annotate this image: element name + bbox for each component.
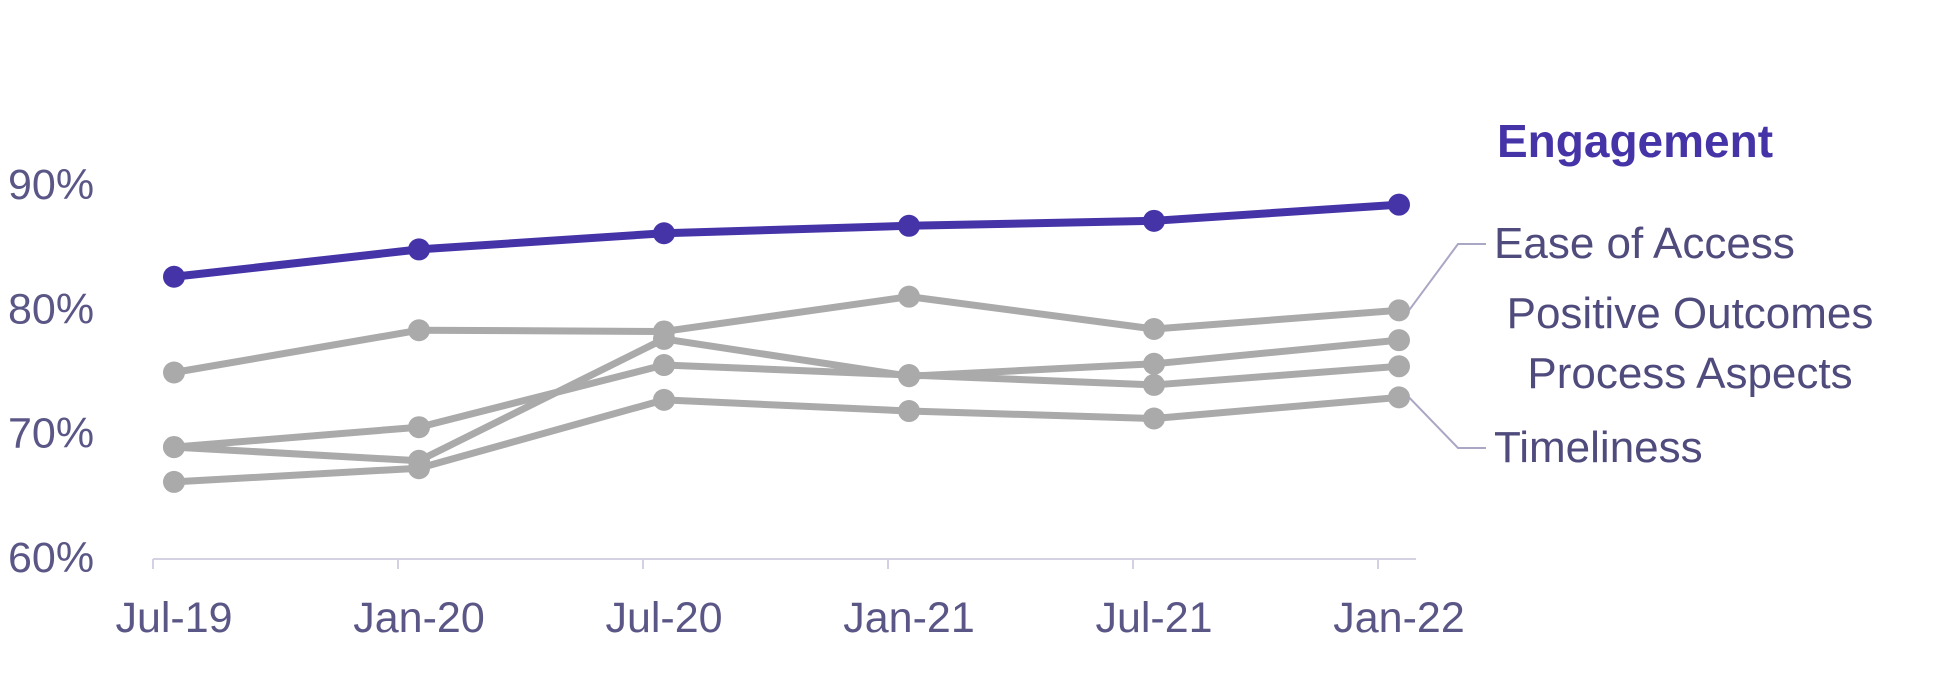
data-point bbox=[653, 388, 675, 411]
series-positive-outcomes bbox=[163, 327, 1410, 472]
data-point bbox=[163, 361, 185, 384]
y-tick-label: 80% bbox=[8, 285, 94, 333]
data-point bbox=[1388, 355, 1410, 378]
series-labels: Engagement Ease of Access Positive Outcome… bbox=[1408, 115, 1874, 472]
series-process-aspects bbox=[163, 354, 1410, 459]
x-tick-label: Jul-19 bbox=[115, 594, 232, 642]
series-label: Engagement bbox=[1497, 115, 1773, 167]
series-line bbox=[170, 361, 1403, 451]
x-tick-label: Jan-21 bbox=[843, 594, 974, 642]
data-point bbox=[1388, 329, 1410, 352]
series-line bbox=[170, 293, 1403, 376]
y-tick-label: 60% bbox=[8, 534, 94, 582]
data-point bbox=[653, 354, 675, 377]
series-line bbox=[170, 393, 1403, 486]
x-tick-label: Jul-21 bbox=[1095, 594, 1212, 642]
series-label: Timeliness bbox=[1494, 423, 1703, 472]
data-point bbox=[163, 436, 185, 459]
data-point bbox=[1143, 317, 1165, 340]
data-point bbox=[898, 214, 920, 237]
data-point bbox=[1388, 193, 1410, 216]
data-point bbox=[1388, 386, 1410, 409]
series-engagement bbox=[163, 193, 1410, 288]
data-point bbox=[1143, 352, 1165, 375]
data-point bbox=[408, 319, 430, 342]
data-point bbox=[653, 327, 675, 350]
data-point bbox=[163, 470, 185, 493]
series-line bbox=[170, 335, 1403, 465]
y-tick-label: 70% bbox=[8, 410, 94, 458]
y-axis: 90% 80% 70% 60% bbox=[8, 161, 94, 582]
x-tick-label: Jul-20 bbox=[605, 594, 722, 642]
y-tick-label: 90% bbox=[8, 161, 94, 209]
leader-line bbox=[1408, 243, 1486, 311]
x-tick-label: Jan-22 bbox=[1333, 594, 1464, 642]
leader-line bbox=[1408, 396, 1486, 449]
data-point bbox=[408, 416, 430, 439]
data-point bbox=[1388, 299, 1410, 322]
series-label: Positive Outcomes bbox=[1507, 289, 1874, 338]
x-tick-label: Jan-20 bbox=[353, 594, 484, 642]
data-point bbox=[1143, 209, 1165, 232]
series-layer bbox=[163, 193, 1410, 493]
data-point bbox=[408, 457, 430, 480]
data-point bbox=[408, 238, 430, 261]
x-axis: Jul-19 Jan-20 Jul-20 Jan-21 Jul-21 Jan-22 bbox=[115, 558, 1465, 642]
data-point bbox=[898, 285, 920, 308]
data-point bbox=[163, 265, 185, 288]
data-point bbox=[653, 222, 675, 245]
data-point bbox=[1143, 407, 1165, 430]
data-point bbox=[898, 400, 920, 423]
series-line bbox=[170, 200, 1403, 281]
data-point bbox=[1143, 373, 1165, 396]
series-label: Process Aspects bbox=[1527, 349, 1852, 398]
series-label: Ease of Access bbox=[1494, 219, 1795, 268]
series-timeliness bbox=[163, 386, 1410, 493]
data-point bbox=[898, 363, 920, 386]
